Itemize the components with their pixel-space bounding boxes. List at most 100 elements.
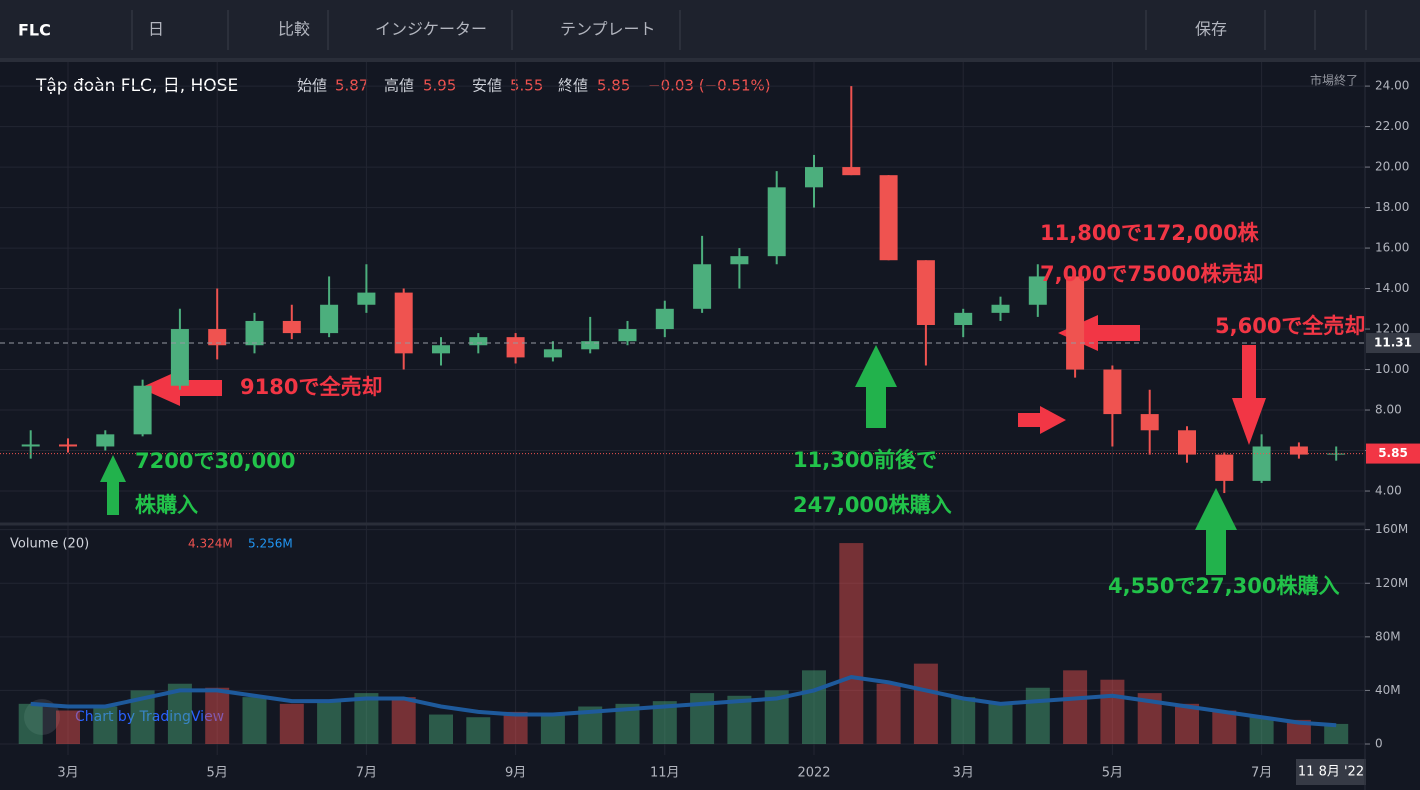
candle-body bbox=[581, 341, 600, 350]
compare[interactable]: 比較 bbox=[278, 20, 310, 39]
y-tick-label: 40M bbox=[1375, 683, 1401, 697]
annotation: 11,300前後で bbox=[793, 448, 937, 472]
crosshair-date: 11 8月 '22 bbox=[1298, 765, 1364, 780]
candle-body bbox=[954, 312, 973, 326]
x-tick-label: 11月 bbox=[650, 766, 680, 781]
volume-bar bbox=[540, 714, 565, 745]
y-tick-label: 10.00 bbox=[1375, 362, 1409, 376]
candle-body bbox=[1327, 453, 1346, 455]
close-label: 終値 bbox=[558, 77, 588, 95]
volume-bar bbox=[429, 714, 453, 745]
annotation: 9180で全売却 bbox=[240, 375, 382, 399]
y-tick-label: 24.00 bbox=[1375, 79, 1409, 93]
volume-bar bbox=[391, 697, 416, 745]
volume-legend-value: 4.324M bbox=[188, 537, 233, 551]
annotation: 株購入 bbox=[135, 493, 198, 517]
candle-body bbox=[432, 345, 450, 354]
volume-bar bbox=[242, 697, 267, 745]
templates[interactable]: テンプレート bbox=[560, 20, 656, 39]
x-tick-label: 5月 bbox=[1102, 766, 1123, 781]
candle-body bbox=[357, 292, 376, 305]
annotation: 247,000株購入 bbox=[793, 493, 952, 517]
toolbar-separators bbox=[131, 10, 1367, 50]
candle-body bbox=[767, 187, 786, 257]
low-label: 安値 bbox=[472, 77, 502, 95]
annotation: 11,800で172,000株 bbox=[1040, 221, 1260, 245]
volume-bar bbox=[503, 711, 528, 745]
candle-body bbox=[730, 256, 749, 265]
candle-body bbox=[208, 329, 227, 346]
candle-body bbox=[1066, 276, 1085, 370]
crosshair-date-box bbox=[1296, 759, 1366, 785]
high-label: 高値 bbox=[384, 77, 414, 95]
volume-bar bbox=[18, 703, 43, 745]
candle-body bbox=[1215, 454, 1234, 481]
candle-body bbox=[1289, 446, 1308, 455]
volume-bar bbox=[1175, 703, 1199, 745]
volume-bar bbox=[317, 701, 342, 745]
y-tick-label: 160M bbox=[1375, 522, 1408, 536]
arrow bbox=[100, 455, 126, 515]
annotation: 7200で30,000 bbox=[135, 449, 295, 473]
x-tick-label: 3月 bbox=[953, 766, 974, 781]
candle-body bbox=[282, 320, 301, 334]
indicators[interactable]: インジケーター bbox=[375, 20, 487, 39]
candle-body bbox=[842, 167, 861, 176]
x-tick-label: 5月 bbox=[207, 766, 228, 781]
x-tick-label: 9月 bbox=[505, 766, 526, 781]
volume-bar bbox=[1100, 679, 1125, 745]
x-tick-label: 2022 bbox=[797, 766, 830, 781]
candle-body bbox=[879, 175, 898, 261]
price-label-box bbox=[1366, 443, 1420, 464]
candle-body bbox=[21, 444, 40, 447]
volume-bar bbox=[839, 543, 864, 745]
candle-body bbox=[59, 444, 77, 447]
candle-body bbox=[1028, 276, 1047, 305]
open-value: 5.87 bbox=[335, 77, 368, 95]
volume-bar bbox=[876, 683, 901, 745]
volume-bar bbox=[690, 693, 715, 745]
symbol[interactable]: FLC bbox=[18, 21, 51, 40]
save[interactable]: 保存 bbox=[1195, 20, 1227, 39]
candle-body bbox=[1140, 414, 1159, 431]
change: −0.03 (−0.51%) bbox=[648, 77, 771, 95]
open-label: 始値 bbox=[297, 77, 327, 95]
candle-body bbox=[655, 308, 674, 330]
price-label: 5.85 bbox=[1378, 446, 1408, 460]
volume-bar bbox=[1324, 723, 1349, 745]
watermark-logo bbox=[24, 699, 60, 735]
y-tick-label: 22.00 bbox=[1375, 119, 1409, 133]
volume-title: Volume (20) bbox=[10, 537, 89, 552]
arrow bbox=[1195, 488, 1237, 575]
candle-body bbox=[543, 349, 562, 358]
volume-bar bbox=[1212, 710, 1237, 745]
arrow bbox=[1232, 345, 1266, 445]
volume-ma bbox=[30, 674, 1337, 728]
y-tick-label: 0 bbox=[1375, 737, 1383, 751]
candle-body bbox=[133, 385, 152, 435]
volume-bar bbox=[466, 717, 491, 745]
volume-bar bbox=[913, 663, 938, 745]
candle-body bbox=[1252, 446, 1271, 481]
volume-bar bbox=[93, 706, 118, 745]
y-tick-label: 12.00 bbox=[1375, 322, 1409, 336]
interval[interactable]: 日 bbox=[148, 20, 164, 39]
market-status: 市場終了 bbox=[1310, 73, 1358, 88]
volume-bar bbox=[1025, 687, 1050, 745]
annotation: 7,000で75000株売却 bbox=[1040, 262, 1263, 286]
y-tick-label: 120M bbox=[1375, 576, 1408, 590]
candle-body bbox=[394, 292, 413, 354]
y-tick-label: 80M bbox=[1375, 629, 1401, 643]
arrow bbox=[140, 370, 222, 406]
volume-legend-value: 5.256M bbox=[248, 537, 293, 551]
y-tick-label: 18.00 bbox=[1375, 200, 1409, 214]
volume-bar bbox=[951, 697, 976, 745]
candle-body bbox=[805, 167, 823, 188]
price-label-box bbox=[1366, 333, 1420, 354]
low-value: 5.55 bbox=[510, 77, 543, 95]
high-value: 5.95 bbox=[423, 77, 456, 95]
watermark[interactable]: Chart by TradingView bbox=[75, 709, 224, 725]
candle-body bbox=[618, 329, 637, 342]
